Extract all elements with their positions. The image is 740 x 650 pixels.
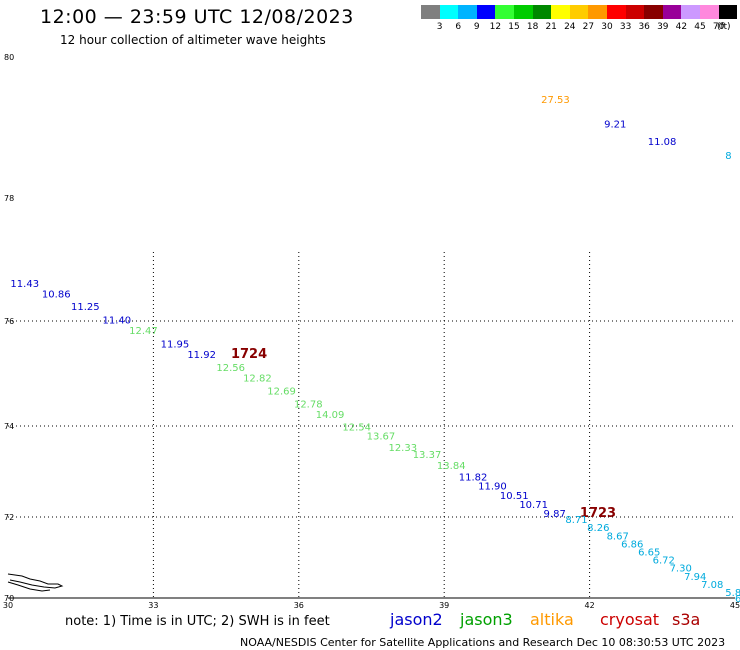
legend-cryosat: cryosat bbox=[600, 610, 660, 629]
wave-height-value: 12.78 bbox=[294, 400, 323, 411]
scale-label: 36 bbox=[638, 22, 650, 32]
map-title: 12:00 — 23:59 UTC 12/08/2023 bbox=[40, 6, 354, 28]
lat-label: 78 bbox=[4, 194, 14, 203]
scale-swatch bbox=[495, 5, 514, 19]
scale-swatch bbox=[532, 5, 552, 19]
track-time-label: 1724 bbox=[231, 347, 267, 362]
scale-swatch bbox=[476, 5, 496, 19]
lon-label: 42 bbox=[585, 601, 595, 610]
wave-height-value: 14.09 bbox=[316, 410, 345, 421]
lon-label: 36 bbox=[294, 601, 304, 610]
wave-height-value: 7.94 bbox=[684, 572, 706, 583]
wave-height-value: 11.92 bbox=[187, 350, 216, 361]
scale-label: 45 bbox=[694, 22, 706, 32]
lat-label: 74 bbox=[4, 422, 14, 431]
scale-label: 21 bbox=[545, 22, 557, 32]
wave-height-value: 13.67 bbox=[367, 432, 396, 443]
scale-unit: (ft) bbox=[717, 22, 731, 32]
track-time-label: 1723 bbox=[580, 506, 616, 521]
legend-jason3: jason3 bbox=[460, 610, 513, 629]
wave-height-value: 12.82 bbox=[243, 373, 272, 384]
wave-height-value: 13.37 bbox=[413, 450, 442, 461]
scale-label: 27 bbox=[582, 22, 595, 32]
wave-height-value: 7.08 bbox=[701, 580, 723, 591]
scale-label: 70 bbox=[712, 22, 725, 32]
wave-height-value: 10.51 bbox=[500, 491, 529, 502]
wave-height-value: 8.26 bbox=[587, 523, 609, 534]
wave-height-value: 6.65 bbox=[638, 547, 660, 558]
scale-swatch bbox=[644, 5, 663, 19]
credit-line: NOAA/NESDIS Center for Satellite Applica… bbox=[240, 636, 726, 649]
wave-height-value: 11.25 bbox=[71, 302, 100, 313]
wave-height-value: 11.43 bbox=[10, 279, 39, 290]
lon-label: 33 bbox=[148, 601, 158, 610]
wave-height-value: 12.56 bbox=[216, 363, 245, 374]
wave-height-value: 27.53 bbox=[541, 95, 570, 106]
legend-altika: altika bbox=[530, 610, 574, 629]
scale-swatch bbox=[439, 5, 459, 19]
wave-height-value: 12.69 bbox=[267, 387, 296, 398]
wave-height-value: 10.86 bbox=[42, 290, 71, 301]
lat-label: 70 bbox=[4, 594, 14, 603]
wave-height-value: 12.47 bbox=[129, 326, 158, 337]
lat-label: 76 bbox=[4, 317, 14, 326]
scale-label: 6 bbox=[455, 22, 462, 32]
wave-height-value: 11.08 bbox=[648, 137, 677, 148]
scale-label: 30 bbox=[601, 22, 613, 32]
scale-swatch bbox=[625, 5, 645, 19]
wave-height-value: 11.82 bbox=[459, 473, 488, 484]
lon-label: 30 bbox=[3, 601, 13, 610]
scale-swatch bbox=[662, 5, 682, 19]
scale-swatch bbox=[421, 5, 440, 19]
scale-swatch bbox=[681, 5, 700, 19]
scale-label: 15 bbox=[508, 22, 520, 32]
wave-height-value: 12.54 bbox=[342, 423, 371, 434]
scale-label: 9 bbox=[473, 22, 480, 32]
wave-height-value: 13.84 bbox=[437, 461, 466, 472]
map-subtitle: 12 hour collection of altimeter wave hei… bbox=[60, 33, 326, 47]
scale-swatch bbox=[551, 5, 570, 19]
scale-label: 3 bbox=[436, 22, 443, 32]
scale-swatch bbox=[699, 5, 719, 19]
wave-height-value: 7.30 bbox=[670, 564, 692, 575]
scale-label: 39 bbox=[657, 22, 669, 32]
wave-height-value: 5.81 bbox=[725, 588, 740, 599]
scale-swatch bbox=[588, 5, 607, 19]
scale-swatch bbox=[718, 5, 738, 19]
scale-swatch bbox=[513, 5, 533, 19]
scale-swatch bbox=[606, 5, 626, 19]
wave-height-value: 8 bbox=[725, 151, 731, 162]
wave-height-value: 11.95 bbox=[161, 339, 190, 350]
legend-s3a: s3a bbox=[672, 610, 701, 629]
lat-label: 80 bbox=[4, 53, 14, 62]
wave-height-value: 6.72 bbox=[653, 556, 675, 567]
wave-height-value: 9.21 bbox=[604, 120, 626, 131]
lon-label: 45 bbox=[730, 601, 740, 610]
wave-height-value: 8.67 bbox=[607, 531, 629, 542]
scale-swatch bbox=[569, 5, 589, 19]
scale-label: 42 bbox=[675, 22, 688, 32]
wave-height-value: 8.71 bbox=[565, 515, 587, 526]
scale-swatch bbox=[458, 5, 477, 19]
footer-note: note: 1) Time is in UTC; 2) SWH is in fe… bbox=[65, 614, 330, 629]
wave-height-value: 9.87 bbox=[544, 509, 566, 520]
scale-label: 33 bbox=[619, 22, 632, 32]
scale-label: 12 bbox=[489, 22, 502, 32]
scale-label: 18 bbox=[526, 22, 539, 32]
wave-height-value: 10.71 bbox=[519, 500, 548, 511]
wave-height-value: 6. bbox=[735, 594, 740, 605]
wave-height-value: 6.86 bbox=[621, 539, 643, 550]
wave-height-value: 12.33 bbox=[388, 443, 417, 454]
lat-label: 72 bbox=[4, 513, 14, 522]
legend-jason2: jason2 bbox=[390, 610, 443, 629]
wave-height-value: 11.40 bbox=[103, 316, 132, 327]
color-scale bbox=[421, 5, 738, 19]
wave-height-value: 11.90 bbox=[478, 482, 507, 493]
lon-label: 39 bbox=[439, 601, 449, 610]
scale-label: 24 bbox=[564, 22, 576, 32]
coastline bbox=[7, 573, 64, 592]
